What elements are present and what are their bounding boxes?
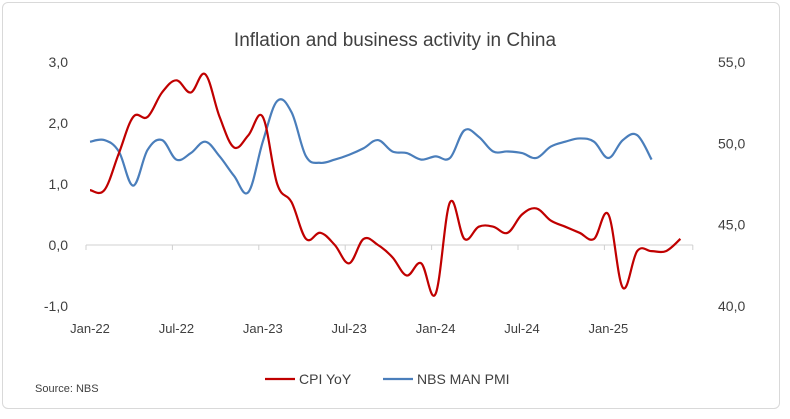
- x-tick-label: Jan-24: [416, 321, 456, 336]
- y-right-tick-label: 45,0: [718, 217, 745, 233]
- y-left-tick-label: 1,0: [49, 176, 69, 192]
- y-left-tick-label: 0,0: [49, 237, 69, 253]
- y-left-tick-label: -1,0: [44, 298, 68, 314]
- source-note: Source: NBS: [35, 383, 99, 395]
- x-tick-label: Jan-25: [589, 321, 629, 336]
- chart-frame: [2, 2, 780, 409]
- x-tick-label: Jul-22: [159, 321, 194, 336]
- legend-label: NBS MAN PMI: [417, 371, 510, 387]
- y-left-tick-label: 2,0: [49, 115, 69, 131]
- series-line-nbs-man-pmi: [89, 98, 653, 195]
- y-right-tick-label: 50,0: [718, 135, 745, 151]
- x-tick-label: Jul-24: [504, 321, 539, 336]
- x-tick-label: Jan-22: [70, 321, 110, 336]
- y-right-tick-label: 40,0: [718, 298, 745, 314]
- legend-label: CPI YoY: [299, 371, 352, 387]
- y-right-tick-label: 55,0: [718, 54, 745, 70]
- x-tick-label: Jan-23: [243, 321, 283, 336]
- series-line-cpi-yoy: [89, 72, 682, 297]
- chart-title: Inflation and business activity in China: [234, 30, 557, 51]
- x-tick-label: Jul-23: [331, 321, 366, 336]
- y-left-tick-label: 3,0: [49, 54, 69, 70]
